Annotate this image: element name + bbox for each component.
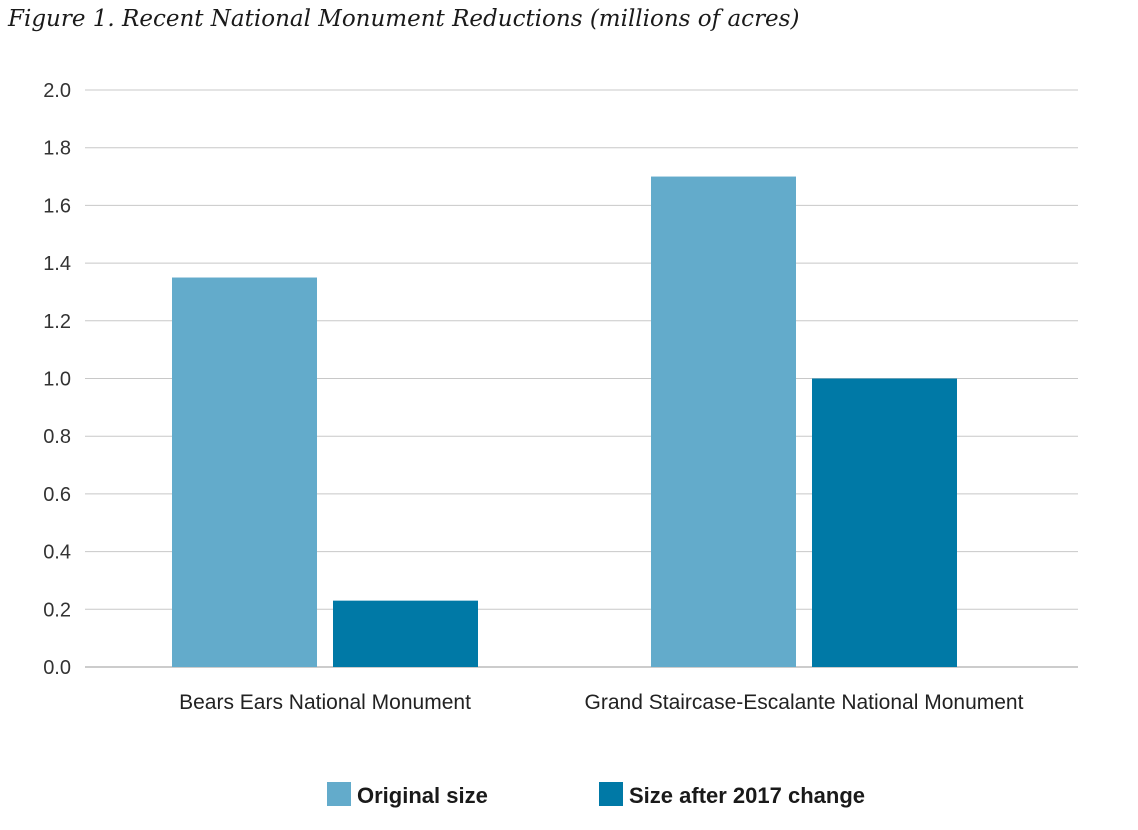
legend-label: Original size <box>357 783 488 808</box>
x-tick-label: Bears Ears National Monument <box>179 691 471 714</box>
bar <box>812 378 957 667</box>
y-tick-label: 2.0 <box>43 80 71 102</box>
legend-swatch <box>599 782 623 806</box>
legend-swatch <box>327 782 351 806</box>
chart-title: Figure 1. Recent National Monument Reduc… <box>8 6 800 32</box>
y-tick-label: 0.6 <box>43 484 71 506</box>
y-tick-label: 1.4 <box>43 253 71 275</box>
y-tick-label: 0.0 <box>43 657 71 679</box>
x-tick-label: Grand Staircase-Escalante National Monum… <box>585 691 1024 714</box>
bar <box>172 277 317 667</box>
y-tick-label: 0.2 <box>43 599 71 621</box>
y-tick-label: 0.8 <box>43 426 71 448</box>
y-tick-label: 1.6 <box>43 195 71 217</box>
y-axis-ticks: 0.0 0.2 0.4 0.6 0.8 1.0 1.2 1.4 1.6 1.8 2.0 <box>43 80 71 679</box>
y-tick-label: 1.0 <box>43 369 71 391</box>
y-tick-label: 1.8 <box>43 138 71 160</box>
bars <box>172 176 957 668</box>
y-tick-label: 0.4 <box>43 542 71 564</box>
bar <box>333 600 478 667</box>
legend-label: Size after 2017 change <box>629 783 865 808</box>
y-tick-label: 1.2 <box>43 311 71 333</box>
x-axis-labels: Bears Ears National Monument Grand Stairc… <box>179 691 1024 714</box>
bar <box>651 176 796 668</box>
legend: Original size Size after 2017 change <box>327 782 865 808</box>
